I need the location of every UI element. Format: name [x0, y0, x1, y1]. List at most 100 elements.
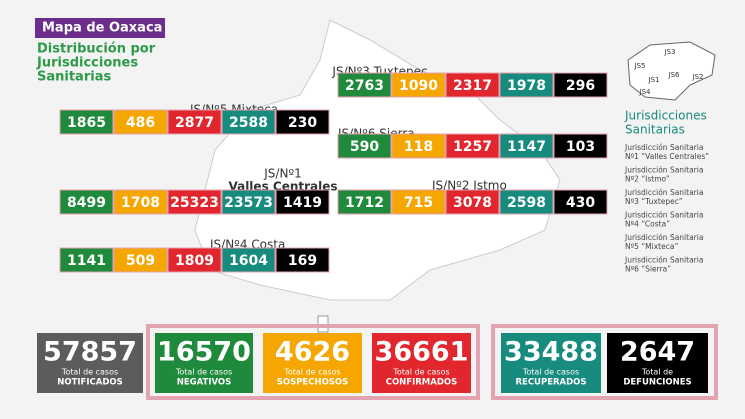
- total-box: [263, 333, 362, 393]
- count-box: [59, 109, 114, 135]
- subtitle: Sanitarias: [37, 70, 111, 85]
- legend-entry: Nº3 “Tuxtepec”: [625, 197, 683, 206]
- total-value: 33488: [504, 337, 598, 368]
- total-label: Total de casos: [392, 368, 449, 377]
- count-value: 1419: [283, 195, 322, 211]
- total-box: [372, 333, 471, 393]
- count-box: [167, 189, 222, 215]
- legend-title: Jurisdicciones: [624, 109, 707, 123]
- total-label: Total de casos: [283, 368, 340, 377]
- count-box: [113, 247, 168, 273]
- region-label: JS/Nº2 Istmo: [431, 179, 507, 193]
- count-box: [275, 247, 330, 273]
- count-value: 103: [566, 139, 595, 155]
- legend-entry: Jurisdicción Sanitaria: [624, 211, 703, 220]
- count-box: [221, 109, 276, 135]
- count-value: 509: [126, 253, 155, 269]
- count-box: [113, 109, 168, 135]
- count-box: [499, 189, 554, 215]
- count-box: [167, 109, 222, 135]
- total-value: 4626: [275, 337, 350, 368]
- total-value: 57857: [43, 337, 137, 368]
- legend-title: Sanitarias: [625, 123, 685, 137]
- total-label: SOSPECHOSOS: [277, 378, 349, 388]
- total-value: 16570: [157, 337, 251, 368]
- small-map-label: JS3: [664, 48, 676, 56]
- count-box: [337, 72, 392, 98]
- count-value: 1978: [507, 78, 546, 94]
- count-value: 1712: [345, 195, 384, 211]
- title: Mapa de Oaxaca: [42, 21, 162, 36]
- count-value: 118: [404, 139, 433, 155]
- count-value: 715: [404, 195, 433, 211]
- total-label: Total de casos: [522, 368, 579, 377]
- count-value: 2598: [507, 195, 546, 211]
- count-box: [221, 247, 276, 273]
- count-value: 230: [288, 115, 317, 131]
- legend-entry: Jurisdicción Sanitaria: [624, 166, 703, 175]
- count-value: 169: [288, 253, 317, 269]
- count-box: [553, 72, 608, 98]
- count-box: [59, 189, 114, 215]
- total-box: [37, 333, 143, 393]
- subtitle: Jurisdicciones: [36, 56, 138, 71]
- count-box: [113, 189, 168, 215]
- count-box: [337, 189, 392, 215]
- count-box: [445, 189, 500, 215]
- count-value: 1708: [121, 195, 160, 211]
- count-value: 1090: [399, 78, 438, 94]
- total-value: 2647: [620, 337, 695, 368]
- total-value: 36661: [375, 337, 469, 368]
- count-value: 430: [566, 195, 595, 211]
- small-map-label: JS1: [648, 76, 660, 84]
- count-box: [275, 189, 330, 215]
- subtitle: Distribución por: [37, 42, 156, 57]
- count-box: [59, 247, 114, 273]
- total-label: NOTIFICADOS: [57, 378, 123, 388]
- count-value: 296: [566, 78, 595, 94]
- legend-entry: Jurisdicción Sanitaria: [624, 256, 703, 265]
- group-frame: [491, 324, 718, 400]
- legend-entry: Jurisdicción Sanitaria: [624, 233, 703, 242]
- small-map-label: JS5: [634, 62, 646, 70]
- small-map: [627, 41, 716, 101]
- legend-entry: Nº5 “Mixteca”: [625, 242, 678, 251]
- count-value: 1257: [453, 139, 492, 155]
- count-box: [275, 109, 330, 135]
- total-box: [155, 333, 253, 393]
- count-value: 1141: [67, 253, 106, 269]
- region-label: JS/Nº1: [263, 167, 301, 181]
- count-value: 1147: [507, 139, 546, 155]
- total-box: [501, 333, 601, 393]
- title-box: [35, 18, 165, 38]
- count-value: 25323: [170, 195, 219, 211]
- count-value: 2763: [345, 78, 384, 94]
- total-box: [607, 333, 708, 393]
- count-value: 1604: [229, 253, 268, 269]
- small-map-label: JS4: [639, 88, 652, 96]
- total-label: CONFIRMADOS: [386, 378, 458, 388]
- total-label: DEFUNCIONES: [623, 378, 691, 388]
- count-box: [221, 189, 276, 215]
- total-label: Total de: [641, 368, 673, 377]
- legend-entry: Nº1 “Valles Centrales”: [625, 152, 709, 161]
- count-box: [167, 247, 222, 273]
- count-box: [499, 72, 554, 98]
- count-box: [337, 133, 392, 159]
- small-map-label: JS6: [668, 71, 681, 79]
- legend-entry: Nº2 “Istmo”: [625, 175, 670, 184]
- total-label: RECUPERADOS: [515, 378, 586, 388]
- count-box: [445, 72, 500, 98]
- count-box: [445, 133, 500, 159]
- count-box: [391, 72, 446, 98]
- count-value: 2877: [175, 115, 214, 131]
- count-value: 3078: [453, 195, 492, 211]
- count-box: [499, 133, 554, 159]
- legend-entry: Nº6 “Sierra”: [625, 265, 671, 274]
- count-value: 590: [350, 139, 379, 155]
- total-label: NEGATIVOS: [177, 378, 232, 388]
- count-value: 486: [126, 115, 155, 131]
- total-label: Total de casos: [61, 368, 118, 377]
- count-value: 2317: [453, 78, 492, 94]
